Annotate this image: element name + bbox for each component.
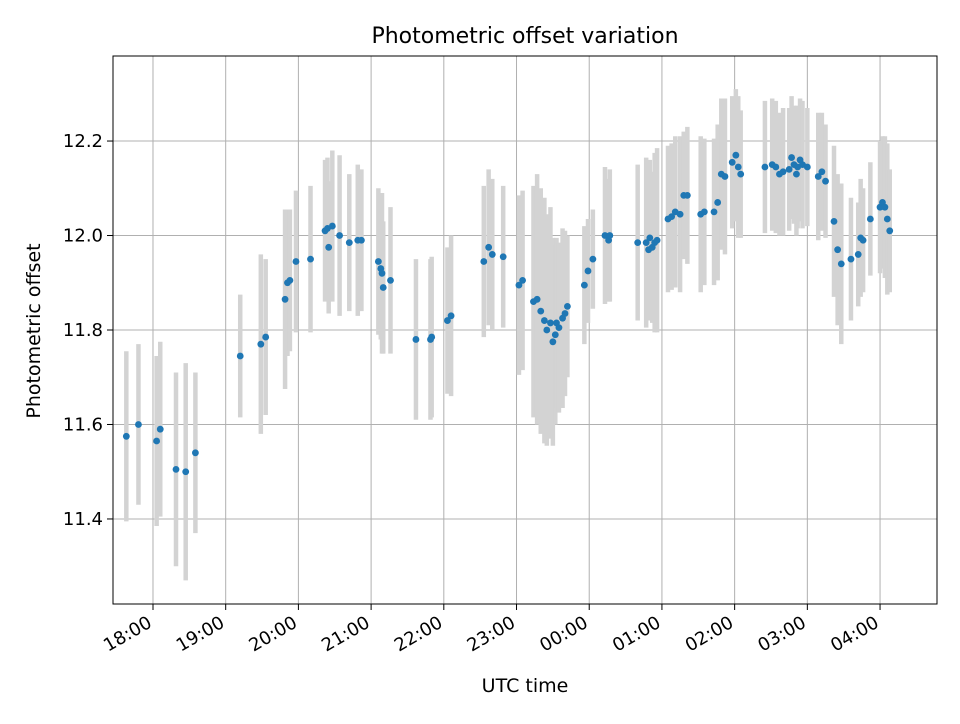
data-point <box>412 336 420 343</box>
y-tick-label: 12.0 <box>63 226 103 247</box>
data-point <box>785 165 793 173</box>
data-point <box>734 163 742 171</box>
data-point <box>564 302 571 310</box>
data-point <box>480 258 488 265</box>
data-point <box>683 191 691 199</box>
data-point <box>580 281 588 289</box>
data-point <box>153 437 161 445</box>
data-point <box>668 213 676 221</box>
data-point <box>444 317 451 324</box>
data-point <box>236 352 244 360</box>
data-point <box>814 173 822 180</box>
data-point <box>537 307 545 315</box>
data-point <box>428 333 436 341</box>
data-point <box>818 168 826 176</box>
data-points <box>122 151 894 476</box>
data-point <box>182 468 190 476</box>
data-point <box>358 236 365 244</box>
data-point <box>551 331 559 339</box>
data-point <box>830 217 838 225</box>
data-point <box>866 215 874 223</box>
data-point <box>700 208 708 216</box>
data-point <box>345 239 353 247</box>
data-point <box>854 251 862 258</box>
y-axis-ticks: 11.4 11.6 11.8 12.0 12.2 <box>63 131 113 530</box>
y-tick-label: 12.2 <box>63 131 103 152</box>
data-point <box>499 253 507 261</box>
data-point <box>847 255 855 263</box>
data-point <box>307 255 314 263</box>
data-point <box>192 449 199 457</box>
data-point <box>533 295 541 303</box>
y-tick-label: 11.4 <box>63 509 103 530</box>
data-point <box>325 243 333 251</box>
data-point <box>257 340 265 348</box>
data-point <box>286 276 294 284</box>
x-axis-label: UTC time <box>482 675 569 697</box>
data-point <box>519 276 526 284</box>
data-point <box>555 324 563 332</box>
data-point <box>881 203 889 211</box>
data-point <box>886 227 894 235</box>
data-point <box>634 239 642 247</box>
data-point <box>379 284 387 291</box>
data-point <box>601 232 609 239</box>
data-point <box>122 432 130 440</box>
data-point <box>447 312 455 320</box>
data-point <box>822 177 829 185</box>
data-point <box>172 465 180 473</box>
data-point <box>540 317 548 324</box>
data-point <box>779 168 787 176</box>
data-point <box>547 319 554 327</box>
data-point <box>642 239 650 247</box>
data-point <box>336 232 343 239</box>
data-point <box>793 170 800 178</box>
data-point <box>772 163 780 171</box>
data-point <box>859 236 867 244</box>
data-point <box>803 163 811 171</box>
data-point <box>714 199 722 206</box>
data-point <box>584 267 592 275</box>
data-point <box>281 295 289 303</box>
data-point <box>374 258 382 265</box>
data-point <box>646 234 654 242</box>
data-point <box>589 255 597 263</box>
data-point <box>737 170 745 178</box>
data-point <box>543 326 551 334</box>
data-point <box>485 243 493 251</box>
data-point <box>135 421 142 428</box>
y-tick-label: 11.8 <box>63 320 103 341</box>
chart-title: Photometric offset variation <box>371 24 678 49</box>
data-point <box>515 281 523 289</box>
data-point <box>488 251 496 258</box>
data-point <box>549 338 557 346</box>
data-point <box>387 276 394 284</box>
data-point <box>378 269 386 277</box>
data-point <box>676 210 684 218</box>
y-axis-label: Photometric offset <box>23 243 45 418</box>
data-point <box>606 232 614 239</box>
data-point <box>732 151 740 159</box>
data-point <box>292 258 300 265</box>
data-point <box>156 425 164 433</box>
data-point <box>834 246 842 254</box>
data-point <box>721 173 729 180</box>
data-point <box>788 154 795 161</box>
data-point <box>761 163 769 171</box>
data-point <box>653 236 661 244</box>
data-point <box>262 333 270 341</box>
data-point <box>883 215 891 223</box>
data-point <box>328 222 336 230</box>
y-tick-label: 11.6 <box>63 414 103 435</box>
data-point <box>837 260 845 268</box>
data-point <box>710 208 718 216</box>
data-point <box>561 310 569 317</box>
data-point <box>728 158 736 166</box>
